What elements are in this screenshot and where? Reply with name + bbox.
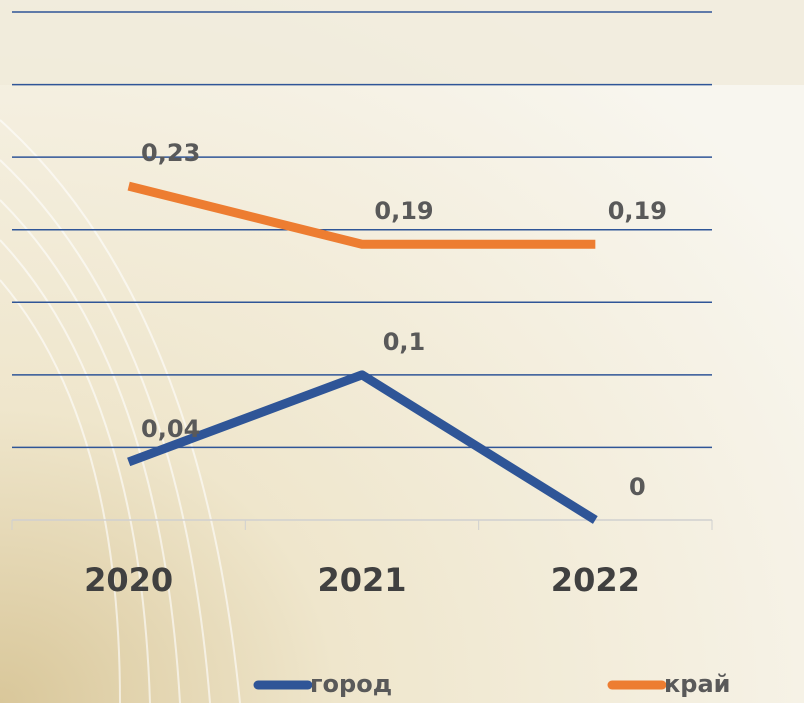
series-line	[127, 370, 598, 524]
x-tick-label: 2022	[551, 561, 640, 599]
data-label: 0,1	[383, 328, 426, 356]
data-label: 0,04	[141, 415, 200, 443]
series-line	[127, 181, 596, 249]
data-label: 0,23	[141, 139, 200, 167]
data-label: 0,19	[374, 197, 433, 225]
legend-label: город	[310, 670, 392, 698]
top-band	[0, 0, 804, 85]
x-tick-label: 2021	[317, 561, 406, 599]
legend-label: край	[664, 670, 730, 698]
x-tick-label: 2020	[84, 561, 173, 599]
data-label: 0	[629, 473, 646, 501]
swirl	[0, 119, 241, 703]
data-label: 0,19	[608, 197, 667, 225]
